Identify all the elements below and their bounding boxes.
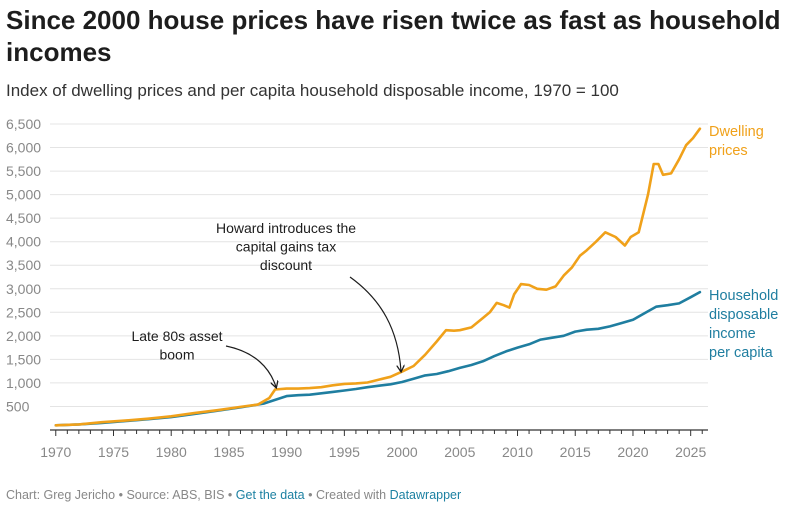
x-tick-label: 1990 [271, 444, 302, 460]
chart-subtitle: Index of dwelling prices and per capita … [6, 81, 619, 100]
household-income-label: Household disposable income per capita [709, 288, 778, 361]
y-tick-label: 5,500 [6, 163, 41, 179]
annotation-late-80s-boom-text: Late 80s asset boom [131, 328, 222, 363]
y-tick-label: 1,500 [6, 351, 41, 367]
get-the-data-link[interactable]: Get the data [235, 488, 305, 502]
x-tick-label: 2015 [560, 444, 591, 460]
x-tick-label: 1995 [329, 444, 360, 460]
annotation-howard-cgt-arrow [349, 276, 401, 371]
chart-title: Since 2000 house prices have risen twice… [6, 5, 781, 67]
y-tick-label: 3,000 [6, 281, 41, 297]
x-tick-label: 2010 [502, 444, 533, 460]
gridlines [50, 123, 708, 407]
y-tick-label: 6,500 [6, 116, 41, 132]
y-tick-label: 4,000 [6, 234, 41, 250]
x-tick-label: 2020 [617, 444, 648, 460]
y-tick-label: 2,000 [6, 328, 41, 344]
annotations: Howard introduces the capital gains tax di… [131, 220, 401, 387]
y-tick-label: 1,000 [6, 375, 41, 391]
y-tick-label: 500 [6, 398, 30, 414]
y-tick-label: 5,000 [6, 187, 41, 203]
source-text: Source: ABS, BIS [126, 488, 225, 502]
created-with-text: Created with [315, 488, 387, 502]
x-tick-label: 1985 [213, 444, 244, 460]
dwelling-prices-line [54, 127, 702, 427]
footer-separator: • [227, 488, 233, 502]
y-tick-label: 3,500 [6, 257, 41, 273]
series-labels: Dwelling prices Household disposable income p… [709, 124, 778, 361]
y-tick-label: 6,000 [6, 140, 41, 156]
x-tick-label: 2000 [387, 444, 418, 460]
x-tick-label: 2005 [444, 444, 475, 460]
footer-separator: • [118, 488, 123, 502]
x-axis: 1970 1975 1980 1985 1990 1995 2000 2005 2010 2015… [40, 429, 708, 460]
line-chart: 500 1,000 1,500 2,000 2,500 3,000 3,500 4,000 4,… [6, 116, 778, 460]
chart-footer: Chart: Greg Jericho • Source: ABS, BIS •… [6, 488, 461, 502]
chart-credit: Chart: Greg Jericho [6, 488, 116, 502]
footer-separator: • [308, 488, 313, 502]
dwelling-prices-label: Dwelling prices [709, 124, 764, 159]
x-tick-label: 2025 [675, 444, 706, 460]
x-tick-label: 1975 [98, 444, 129, 460]
annotation-late-80s-boom-arrow [225, 345, 276, 387]
annotation-howard-cgt-text: Howard introduces the capital gains tax di… [216, 220, 356, 273]
y-tick-label: 2,500 [6, 304, 41, 320]
x-tick-label: 1980 [156, 444, 187, 460]
datawrapper-link[interactable]: Datawrapper [389, 488, 462, 502]
y-tick-label: 4,500 [6, 210, 41, 226]
x-tick-label: 1970 [40, 444, 71, 460]
y-axis-tick-labels: 500 1,000 1,500 2,000 2,500 3,000 3,500 4,000 4,… [6, 116, 41, 414]
series-lines [54, 127, 702, 427]
